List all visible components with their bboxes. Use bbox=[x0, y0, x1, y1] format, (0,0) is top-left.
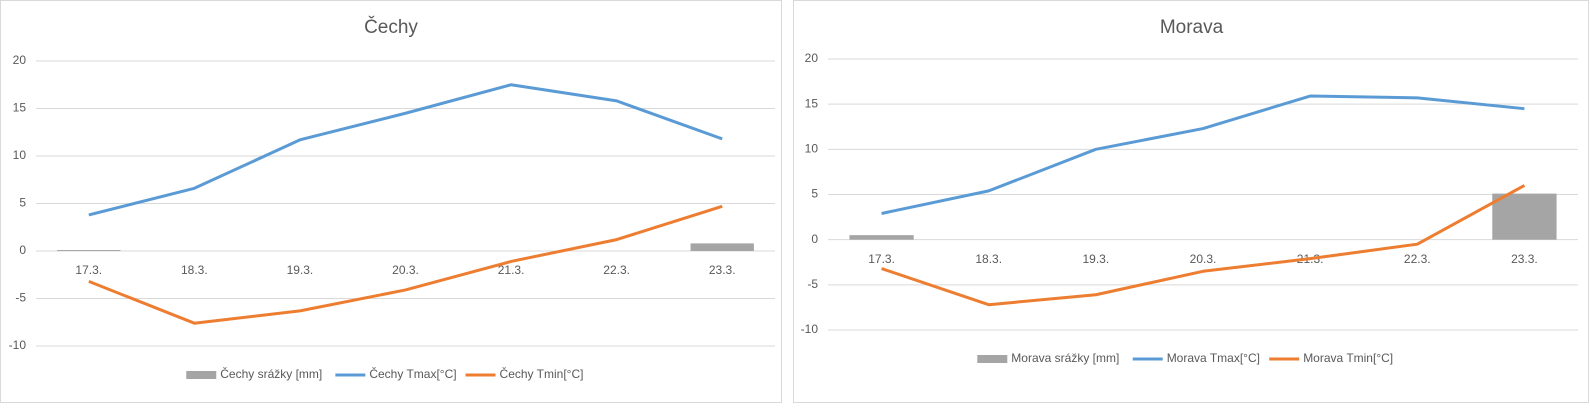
x-tick-label: 18.3. bbox=[975, 252, 1002, 266]
bar bbox=[1492, 193, 1557, 240]
bar bbox=[849, 235, 914, 240]
line bbox=[881, 184, 1526, 307]
bar bbox=[57, 250, 121, 251]
legend-label: Čechy Tmin[°C] bbox=[500, 366, 584, 381]
y-tick-label: -10 bbox=[801, 322, 819, 336]
y-tick-label: -10 bbox=[9, 338, 27, 352]
x-tick-label: 19.3. bbox=[287, 263, 314, 277]
x-tick-label: 21.3. bbox=[498, 263, 525, 277]
x-tick-label: 20.3. bbox=[1190, 252, 1217, 266]
y-tick-label: 0 bbox=[19, 243, 26, 257]
x-tick-label: 22.3. bbox=[603, 263, 630, 277]
chart-title: Morava bbox=[1160, 17, 1224, 38]
x-tick-label: 20.3. bbox=[392, 263, 419, 277]
x-tick-label: 22.3. bbox=[1404, 252, 1431, 266]
y-tick-label: 5 bbox=[811, 187, 818, 201]
y-tick-label: -5 bbox=[15, 291, 26, 305]
chart-title: Čechy bbox=[364, 16, 418, 38]
y-tick-label: -5 bbox=[807, 277, 818, 291]
y-tick-label: 10 bbox=[805, 142, 819, 156]
legend-label: Morava Tmax[°C] bbox=[1167, 351, 1260, 365]
legend-label: Morava srážky [mm] bbox=[1011, 351, 1119, 365]
y-tick-label: 0 bbox=[811, 232, 818, 246]
x-tick-label: 17.3. bbox=[75, 263, 102, 277]
legend-label: Čechy Tmax[°C] bbox=[369, 366, 456, 381]
x-tick-label: 23.3. bbox=[1511, 252, 1538, 266]
y-tick-label: 5 bbox=[19, 196, 26, 210]
legend-label: Morava Tmin[°C] bbox=[1303, 351, 1393, 365]
y-tick-label: 15 bbox=[13, 101, 27, 115]
y-tick-label: 20 bbox=[13, 53, 27, 67]
y-tick-label: 20 bbox=[805, 51, 819, 65]
chart-frame bbox=[793, 0, 1589, 403]
legend-swatch bbox=[977, 355, 1008, 363]
line bbox=[881, 94, 1525, 215]
line bbox=[88, 83, 723, 217]
bar bbox=[690, 243, 754, 251]
x-tick-label: 19.3. bbox=[1083, 252, 1110, 266]
y-tick-label: 10 bbox=[13, 148, 27, 162]
legend-label: Čechy srážky [mm] bbox=[220, 366, 322, 381]
chart-frame bbox=[0, 0, 782, 403]
legend-swatch bbox=[186, 371, 217, 379]
x-tick-label: 18.3. bbox=[181, 263, 208, 277]
x-tick-label: 23.3. bbox=[709, 263, 736, 277]
line bbox=[88, 204, 723, 325]
x-tick-label: 17.3. bbox=[868, 252, 895, 266]
y-tick-label: 15 bbox=[805, 96, 819, 110]
